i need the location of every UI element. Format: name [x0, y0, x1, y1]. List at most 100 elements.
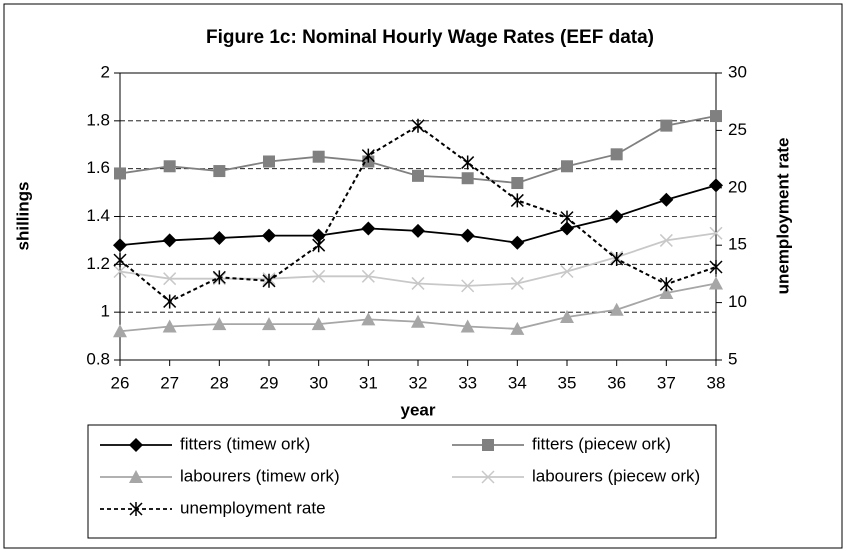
- x-tick-label: 38: [707, 373, 726, 392]
- marker: [312, 269, 326, 283]
- y2-tick-label: 25: [728, 120, 747, 139]
- marker: [114, 167, 126, 180]
- marker: [361, 221, 376, 236]
- legend-label: unemployment rate: [180, 498, 326, 517]
- marker: [361, 312, 376, 326]
- marker: [212, 317, 227, 331]
- marker: [163, 160, 176, 173]
- y2-tick-label: 20: [728, 177, 747, 196]
- marker: [560, 210, 574, 225]
- marker: [609, 302, 624, 316]
- x-tick-label: 31: [359, 373, 378, 392]
- marker: [312, 238, 326, 253]
- marker: [659, 286, 674, 300]
- marker: [113, 253, 127, 268]
- legend-label: labourers (piecew ork): [532, 466, 700, 485]
- x-tick-label: 30: [309, 373, 328, 392]
- marker: [411, 276, 425, 290]
- marker: [361, 148, 375, 163]
- x-tick-label: 37: [657, 373, 676, 392]
- marker: [481, 470, 495, 484]
- y2-tick-label: 30: [728, 62, 747, 81]
- marker: [482, 439, 494, 451]
- marker: [510, 235, 525, 250]
- marker: [311, 228, 326, 243]
- marker: [461, 155, 475, 170]
- marker: [311, 317, 326, 331]
- marker: [312, 150, 325, 163]
- y2-tick-label: 5: [728, 349, 737, 368]
- marker: [709, 276, 723, 290]
- marker: [560, 309, 574, 323]
- marker: [461, 172, 474, 185]
- x-tick-label: 34: [508, 373, 527, 392]
- x-tick-label: 33: [458, 373, 477, 392]
- marker: [460, 319, 475, 333]
- marker: [610, 251, 624, 266]
- marker: [659, 233, 673, 247]
- marker: [129, 470, 143, 483]
- x-tick-label: 28: [210, 373, 229, 392]
- y-axis-label: shillings: [13, 182, 32, 251]
- y-tick-label: 1.6: [86, 158, 110, 177]
- marker: [113, 238, 127, 253]
- marker: [411, 223, 425, 238]
- marker: [461, 279, 475, 293]
- marker: [412, 169, 424, 182]
- marker: [460, 228, 475, 243]
- legend-label: labourers (timew ork): [180, 466, 340, 485]
- marker: [510, 276, 524, 290]
- y-tick-label: 2: [101, 62, 110, 81]
- x-tick-label: 35: [558, 373, 577, 392]
- y2-tick-label: 15: [728, 235, 747, 254]
- marker: [560, 264, 574, 279]
- y-tick-label: 1.8: [86, 110, 110, 129]
- legend-label: fitters (piecew ork): [532, 434, 671, 453]
- marker: [162, 319, 177, 333]
- marker: [163, 294, 177, 309]
- marker: [263, 155, 275, 168]
- y-tick-label: 1.4: [86, 206, 110, 225]
- marker: [709, 178, 723, 193]
- marker: [212, 231, 227, 246]
- marker: [262, 228, 276, 243]
- marker: [129, 438, 143, 452]
- marker: [262, 317, 276, 331]
- marker: [213, 165, 226, 178]
- x-tick-label: 36: [607, 373, 626, 392]
- marker: [560, 221, 574, 236]
- marker: [659, 192, 674, 207]
- y-tick-label: 1: [101, 302, 110, 321]
- marker: [709, 226, 723, 240]
- marker: [660, 119, 673, 132]
- chart-title: Figure 1c: Nominal Hourly Wage Rates (EE…: [206, 27, 654, 48]
- marker: [511, 177, 524, 190]
- y2-axis-label: unemployment rate: [773, 138, 792, 295]
- marker: [709, 260, 723, 275]
- x-tick-label: 32: [409, 373, 428, 392]
- marker: [561, 160, 573, 173]
- legend-box: [87, 424, 717, 539]
- x-tick-label: 27: [160, 373, 179, 392]
- y2-tick-label: 10: [728, 292, 747, 311]
- marker: [610, 148, 623, 161]
- marker: [659, 277, 673, 292]
- marker: [129, 502, 143, 516]
- marker: [710, 110, 722, 123]
- x-axis-label: year: [401, 400, 436, 419]
- marker: [162, 233, 177, 248]
- marker: [163, 272, 177, 286]
- marker: [212, 270, 226, 285]
- legend-label: fitters (timew ork): [180, 434, 310, 453]
- marker: [361, 269, 375, 283]
- marker: [510, 321, 525, 335]
- y-tick-label: 1.2: [86, 254, 110, 273]
- y-tick-label: 0.8: [86, 349, 110, 368]
- marker: [262, 273, 276, 288]
- marker: [113, 264, 127, 279]
- marker: [411, 118, 425, 133]
- marker: [510, 193, 524, 208]
- marker: [411, 314, 425, 328]
- marker: [113, 324, 127, 338]
